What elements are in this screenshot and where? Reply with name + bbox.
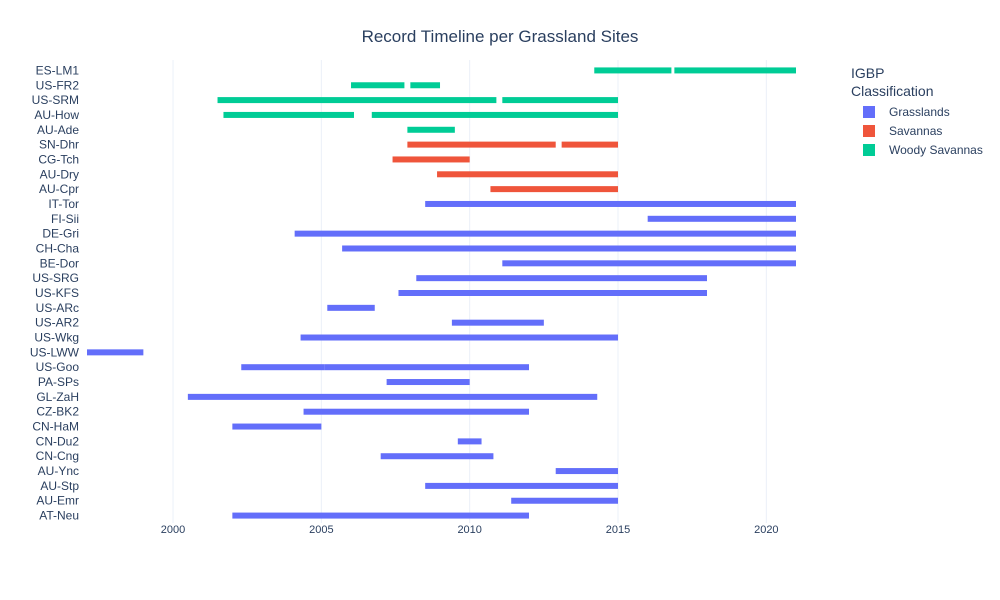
y-tick-label: SN-Dhr: [39, 138, 79, 152]
legend-swatch: [863, 106, 875, 118]
legend: IGBP Classification Grasslands Savannas Wo…: [851, 65, 983, 157]
record-bar: [300, 334, 619, 341]
record-bar: [386, 379, 470, 386]
y-tick-label: AU-Dry: [40, 167, 79, 181]
y-tick-label: ES-LM1: [36, 63, 80, 77]
record-bar: [451, 319, 544, 326]
y-tick-label: FI-Sii: [51, 212, 79, 226]
y-tick-label: US-FR2: [36, 78, 80, 92]
legend-swatch: [863, 125, 875, 137]
record-bar: [223, 111, 354, 118]
y-tick-label: AU-Stp: [40, 479, 79, 493]
x-tick-label: 2010: [457, 524, 481, 536]
y-axis: ES-LM1US-FR2US-SRMAU-HowAU-AdeSN-DhrCG-T…: [30, 63, 80, 522]
record-bar: [324, 364, 530, 371]
y-tick-label: CN-Du2: [36, 434, 80, 448]
record-bar: [351, 82, 405, 89]
legend-label: Grasslands: [889, 105, 950, 119]
x-axis: 2000 2005 2010 2015 2020: [161, 524, 779, 536]
record-bar: [232, 512, 530, 519]
record-bar: [561, 141, 619, 148]
y-tick-label: GL-ZaH: [36, 390, 79, 404]
chart-title: Record Timeline per Grassland Sites: [362, 27, 639, 46]
y-tick-label: US-AR2: [35, 316, 79, 330]
record-bar: [327, 304, 375, 311]
x-tick-label: 2015: [606, 524, 630, 536]
record-bar: [407, 141, 556, 148]
y-tick-label: US-Goo: [36, 360, 80, 374]
record-bar: [217, 97, 497, 104]
legend-label: Woody Savannas: [889, 143, 983, 157]
record-bar: [457, 438, 482, 445]
x-tick-label: 2020: [754, 524, 778, 536]
record-bar: [490, 186, 619, 193]
record-bar: [502, 260, 796, 267]
y-tick-label: US-Wkg: [34, 331, 79, 345]
record-bar: [294, 230, 796, 237]
y-tick-label: IT-Tor: [48, 197, 79, 211]
record-bar: [410, 82, 441, 89]
record-bar: [303, 408, 530, 415]
y-tick-label: US-LWW: [30, 345, 80, 359]
y-tick-label: CZ-BK2: [36, 405, 79, 419]
y-tick-label: BE-Dor: [40, 256, 79, 270]
record-bar: [555, 468, 619, 475]
record-bar: [416, 275, 708, 282]
record-bar: [232, 423, 322, 430]
legend-title-line2: Classification: [851, 83, 933, 99]
y-tick-label: CG-Tch: [38, 152, 79, 166]
record-bar: [502, 97, 619, 104]
record-bar: [380, 453, 494, 460]
y-tick-label: AU-Ync: [38, 464, 79, 478]
y-tick-label: US-KFS: [35, 286, 79, 300]
record-bar: [392, 156, 470, 163]
y-tick-label: CH-Cha: [36, 241, 80, 255]
legend-title-line1: IGBP: [851, 65, 884, 81]
record-bar: [371, 111, 619, 118]
record-bar: [241, 364, 325, 371]
x-tick-label: 2000: [161, 524, 185, 536]
record-bar: [674, 67, 796, 74]
y-tick-label: PA-SPs: [38, 375, 79, 389]
y-tick-label: US-SRG: [32, 271, 79, 285]
record-bar: [187, 393, 598, 400]
y-tick-label: AT-Neu: [39, 509, 79, 523]
record-bar: [398, 290, 708, 296]
legend-swatch: [863, 144, 875, 156]
record-bar: [407, 126, 455, 133]
y-tick-label: DE-Gri: [42, 227, 79, 241]
y-tick-label: AU-Cpr: [39, 182, 79, 196]
record-bar: [437, 171, 619, 178]
y-tick-label: US-ARc: [36, 301, 79, 315]
y-tick-label: US-SRM: [32, 93, 79, 107]
record-bar: [425, 482, 619, 489]
y-tick-label: AU-Emr: [36, 494, 79, 508]
record-bar: [342, 245, 796, 252]
y-tick-label: AU-How: [34, 108, 79, 122]
x-tick-label: 2005: [309, 524, 333, 536]
record-bar: [594, 67, 672, 74]
record-bar: [647, 215, 796, 222]
record-bar: [425, 200, 796, 207]
record-bar: [511, 497, 619, 504]
y-tick-label: AU-Ade: [37, 123, 79, 137]
y-tick-label: CN-Cng: [36, 449, 79, 463]
bars: [87, 67, 796, 519]
legend-label: Savannas: [889, 124, 942, 138]
y-tick-label: CN-HaM: [32, 420, 79, 434]
record-bar: [87, 349, 144, 356]
